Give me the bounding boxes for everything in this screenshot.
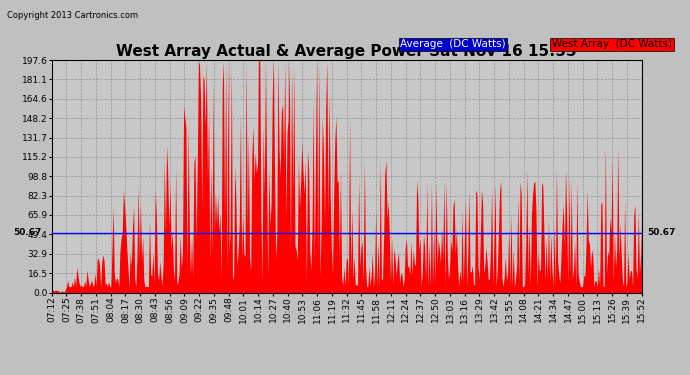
Text: Average  (DC Watts): Average (DC Watts) — [400, 39, 506, 50]
Text: 50.67: 50.67 — [647, 228, 676, 237]
Text: 50.67: 50.67 — [13, 228, 41, 237]
Title: West Array Actual & Average Power Sat Nov 16 15:55: West Array Actual & Average Power Sat No… — [117, 44, 577, 59]
Text: Copyright 2013 Cartronics.com: Copyright 2013 Cartronics.com — [7, 11, 138, 20]
Text: West Array  (DC Watts): West Array (DC Watts) — [552, 39, 672, 50]
